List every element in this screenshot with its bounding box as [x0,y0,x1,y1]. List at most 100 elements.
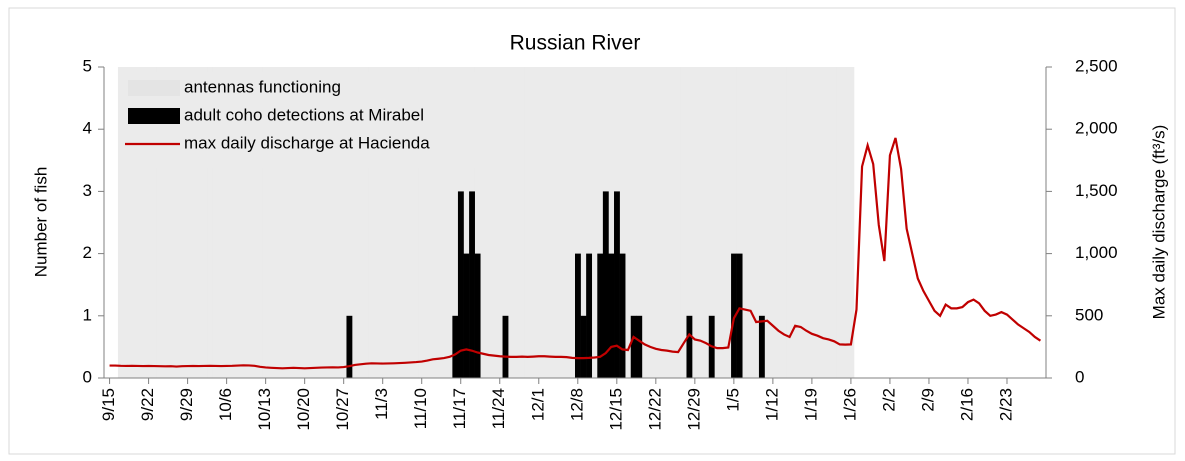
x-tick-label: 2/2 [879,388,898,412]
antenna-span [513,67,520,378]
antenna-span [117,67,125,378]
antenna-span [641,67,649,378]
antenna-span [134,67,141,378]
antenna-span [184,67,191,378]
antenna-span [586,67,593,378]
bar [474,253,481,378]
antenna-span [179,67,186,378]
antenna-span [391,67,398,378]
antenna-span [274,67,281,378]
antenna-span [190,67,197,378]
antenna-span [424,67,431,378]
x-tick-label: 10/20 [294,388,313,431]
x-tick-label: 12/1 [528,388,547,421]
antenna-span [842,67,849,378]
antenna-span [151,67,158,378]
antenna-span [368,67,375,378]
antenna-span [608,67,615,378]
antenna-span [402,67,409,378]
antenna-span [251,67,258,378]
antenna-span [797,67,805,378]
antenna-span [636,67,643,378]
legend-box [118,72,502,168]
antenna-span [535,67,543,378]
antenna-span [658,67,665,378]
antenna-span [831,67,838,378]
y2-tick-label: 2,500 [1075,56,1118,75]
x-tick-label: 12/8 [567,388,586,421]
legend-label: adult coho detections at Mirabel [184,105,424,124]
antenna-span [758,67,766,378]
x-tick-label: 9/22 [138,388,157,421]
legend-swatch [128,80,180,96]
y-axis-label: Number of fish [31,167,50,278]
x-tick-label: 9/15 [99,388,118,421]
x-tick-label: 1/5 [723,388,742,412]
chart-title: Russian River [510,32,641,55]
antenna-span [686,67,693,378]
antenna-span [357,67,364,378]
antenna-span [508,67,515,378]
antenna-span [675,67,682,378]
legend-label: max daily discharge at Hacienda [184,133,430,152]
legend: antennas functioning adult coho detection… [118,72,502,168]
antenna-span [346,67,353,378]
legend-label: antennas functioning [184,77,341,96]
bar [502,315,509,378]
antenna-span [825,67,833,378]
y-tick-label: 4 [83,119,92,138]
antenna-span [485,67,492,378]
antenna-span [775,67,782,378]
antenna-span [262,67,270,378]
antenna-span [156,67,164,378]
antenna-span [742,67,749,378]
antenna-span [519,67,526,378]
antenna-span [820,67,827,378]
antenna-span [496,67,504,378]
bar [608,253,615,378]
bar [597,253,604,378]
antenna-span [279,67,286,378]
antenna-span [474,67,481,378]
bar [457,191,464,378]
antenna-span [418,67,426,378]
bar [758,315,765,378]
antenna-span [692,67,699,378]
bar [602,191,609,378]
antenna-span [195,67,203,378]
bar [736,253,743,378]
antenna-span [207,67,214,378]
antenna-span [597,67,604,378]
antenna-span [201,67,208,378]
antenna-span [435,67,442,378]
antenna-span [145,67,152,378]
antenna-span [664,67,671,378]
antenna-span [575,67,582,378]
x-tick-label: 12/22 [645,388,664,431]
antenna-span [770,67,777,378]
antenna-span [814,67,821,378]
x-tick-label: 12/15 [606,388,625,431]
antenna-span [318,67,325,378]
antenna-span [246,67,253,378]
antenna-span [168,67,175,378]
antenna-span [329,67,336,378]
antenna-span [491,67,498,378]
bar [630,315,637,378]
antenna-span [441,67,448,378]
antenna-span [480,67,487,378]
antenna-span [541,67,548,378]
antenna-span [229,67,236,378]
x-tick-label: 12/29 [684,388,703,431]
bar [463,253,470,378]
bar [686,315,693,378]
x-tick-label: 2/16 [957,388,976,421]
antenna-span [307,67,314,378]
antenna-span [374,67,381,378]
x-tick-label: 1/26 [840,388,859,421]
x-tick-label: 11/24 [489,388,508,429]
antenna-span [558,67,565,378]
bar [580,315,587,378]
x-tick-label: 1/12 [762,388,781,421]
antenna-span [396,67,403,378]
